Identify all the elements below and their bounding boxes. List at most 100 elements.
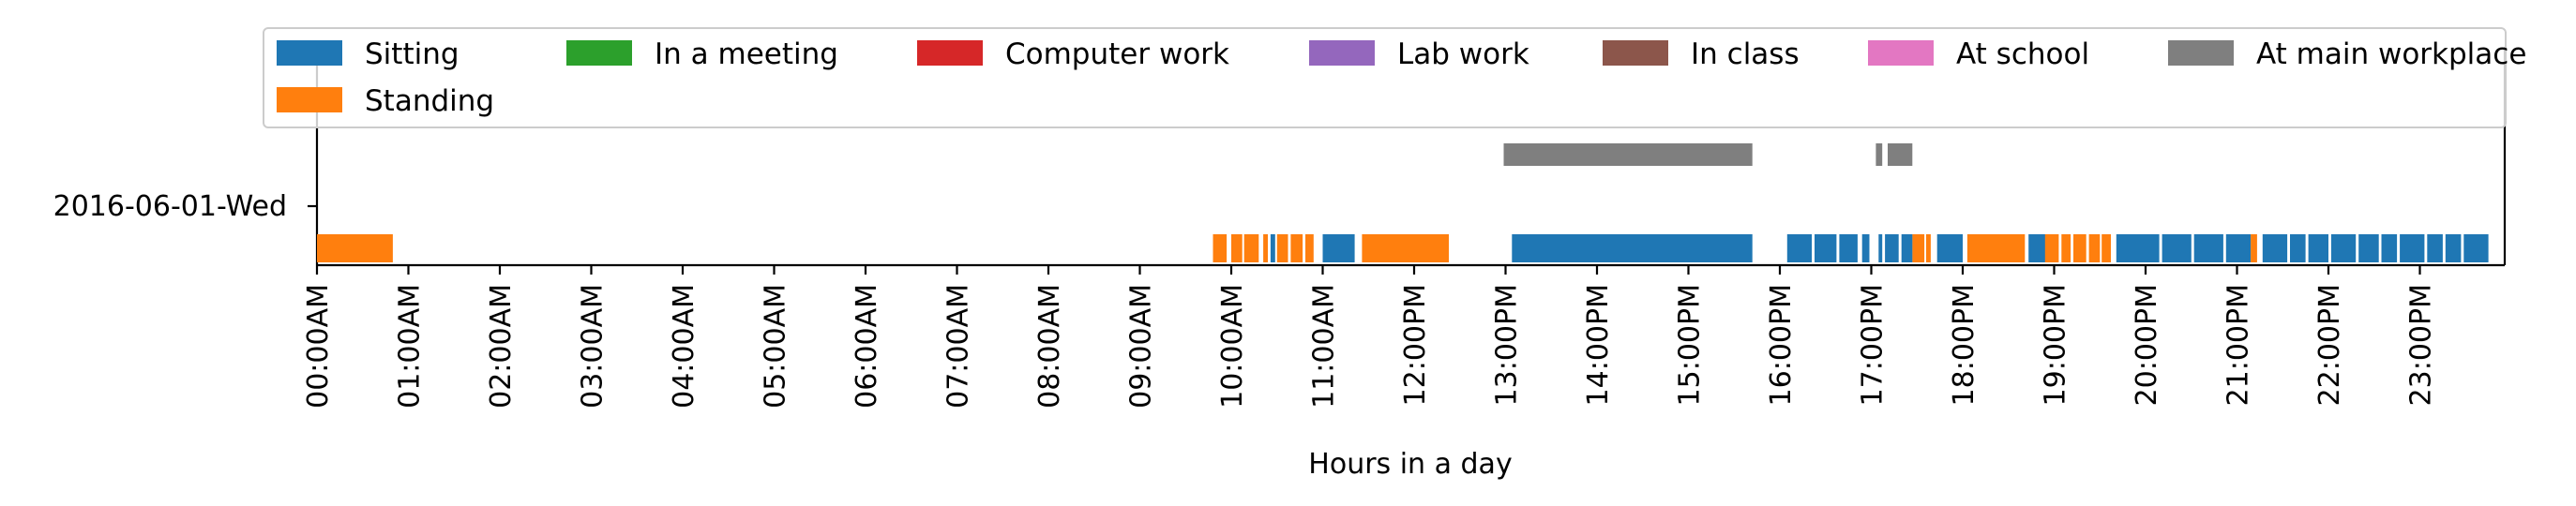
x-tick-label: 12:00PM xyxy=(1399,284,1432,406)
sitting-interval xyxy=(2400,234,2425,262)
sitting-interval xyxy=(1786,234,1813,262)
legend-label: At main workplace xyxy=(2256,37,2526,71)
standing-interval xyxy=(1926,234,1931,262)
legend-item-sitting: Sitting xyxy=(277,37,459,71)
legend-item-standing: Standing xyxy=(277,84,494,118)
x-tick-label: 03:00AM xyxy=(577,284,610,409)
sitting-interval xyxy=(1270,234,1275,262)
sitting-interval xyxy=(1512,234,1753,262)
sitting-interval xyxy=(1936,234,1963,262)
sitting-interval xyxy=(1815,234,1837,262)
standing-interval xyxy=(1243,234,1259,262)
legend-swatch xyxy=(566,40,632,66)
x-tick-label: 11:00AM xyxy=(1308,284,1341,409)
sitting-interval xyxy=(2116,234,2160,262)
standing-interval xyxy=(1966,234,2026,262)
standing-interval xyxy=(1263,234,1268,262)
x-tick-label: 18:00PM xyxy=(1948,284,1981,406)
sitting-interval xyxy=(1885,234,1899,262)
x-tick-label: 14:00PM xyxy=(1582,284,1615,406)
sitting-interval xyxy=(1839,234,1858,262)
sitting-interval xyxy=(2193,234,2223,262)
legend-swatch xyxy=(917,40,983,66)
standing-interval xyxy=(1362,234,1449,262)
x-tick-label: 19:00PM xyxy=(2040,284,2072,406)
legend-label: Standing xyxy=(365,84,494,118)
sitting-interval xyxy=(2225,234,2252,262)
legend-item-at-school: At school xyxy=(1868,37,2089,71)
sitting-interval xyxy=(2427,234,2443,262)
legend-swatch xyxy=(1309,40,1375,66)
sitting-interval xyxy=(2330,234,2357,262)
standing-interval xyxy=(2101,234,2111,262)
x-tick-label: 23:00PM xyxy=(2405,284,2438,406)
x-tick-label: 10:00AM xyxy=(1216,284,1249,409)
x-tick-label: 08:00AM xyxy=(1033,284,1066,409)
legend-swatch xyxy=(277,40,342,66)
standing-interval xyxy=(1276,234,1288,262)
sitting-interval xyxy=(2262,234,2288,262)
sitting-interval xyxy=(1878,234,1883,262)
x-axis-title: Hours in a day xyxy=(1308,448,1512,481)
sitting-interval xyxy=(2445,234,2462,262)
legend-swatch xyxy=(1868,40,1934,66)
standing-interval xyxy=(1912,234,1925,262)
legend: Sitting In a meeting Computer work Lab work… xyxy=(263,27,2526,128)
sitting-interval xyxy=(2308,234,2328,262)
at-main-workplace-interval xyxy=(1503,143,1753,166)
sitting-interval xyxy=(1861,234,1870,262)
x-tick-label: 04:00AM xyxy=(668,284,700,409)
at-main-workplace-interval xyxy=(1876,143,1883,166)
x-axis-ticks: 00:00AM 01:00AM 02:00AM 03:00AM 04:00AM 05:00… xyxy=(302,265,2438,409)
x-tick-label: 09:00AM xyxy=(1125,284,1158,409)
standing-interval xyxy=(2061,234,2071,262)
x-tick-label: 05:00AM xyxy=(760,284,792,409)
standing-interval xyxy=(2251,234,2257,262)
x-tick-label: 01:00AM xyxy=(394,284,427,409)
legend-label: Sitting xyxy=(365,37,459,71)
sitting-interval xyxy=(2290,234,2306,262)
standing-interval xyxy=(1213,234,1228,262)
legend-swatch xyxy=(277,87,342,112)
x-tick-label: 06:00AM xyxy=(851,284,883,409)
standing-interval xyxy=(1305,234,1314,262)
legend-swatch xyxy=(1603,40,1668,66)
x-tick-label: 17:00PM xyxy=(1857,284,1890,406)
legend-label: In a meeting xyxy=(655,37,838,71)
legend-frame xyxy=(263,27,2507,128)
sitting-interval xyxy=(2162,234,2192,262)
legend-label: Lab work xyxy=(1397,37,1529,71)
x-tick-label: 02:00AM xyxy=(485,284,518,409)
x-tick-label: 15:00PM xyxy=(1674,284,1707,406)
x-tick-label: 00:00AM xyxy=(302,284,335,409)
y-tick-label: 2016-06-01-Wed xyxy=(53,190,287,223)
standing-interval xyxy=(1290,234,1303,262)
legend-item-lab-work: Lab work xyxy=(1309,37,1529,71)
y-axis: 2016-06-01-Wed xyxy=(53,190,317,223)
sitting-interval xyxy=(2358,234,2379,262)
standing-interval xyxy=(2073,234,2086,262)
x-tick-label: 16:00PM xyxy=(1765,284,1798,406)
standing-interval xyxy=(1231,234,1243,262)
standing-interval xyxy=(317,234,393,262)
standing-interval xyxy=(2044,234,2059,262)
legend-item-at-main-workplace: At main workplace xyxy=(2168,37,2526,71)
x-tick-label: 20:00PM xyxy=(2131,284,2163,406)
legend-swatch xyxy=(2168,40,2234,66)
sitting-interval xyxy=(2381,234,2398,262)
interval-bars xyxy=(317,143,2489,262)
x-tick-label: 13:00PM xyxy=(1491,284,1524,406)
legend-label: Computer work xyxy=(1005,37,1229,71)
sitting-interval xyxy=(1901,234,1913,262)
standing-interval xyxy=(2088,234,2101,262)
sitting-interval xyxy=(1322,234,1355,262)
x-tick-label: 21:00PM xyxy=(2222,284,2255,406)
legend-item-in-a-meeting: In a meeting xyxy=(566,37,838,71)
legend-item-in-class: In class xyxy=(1603,37,1800,71)
legend-item-computer-work: Computer work xyxy=(917,37,1229,71)
legend-label: In class xyxy=(1691,37,1800,71)
at-main-workplace-interval xyxy=(1888,143,1913,166)
sitting-interval xyxy=(2463,234,2489,262)
x-tick-label: 07:00AM xyxy=(942,284,975,409)
